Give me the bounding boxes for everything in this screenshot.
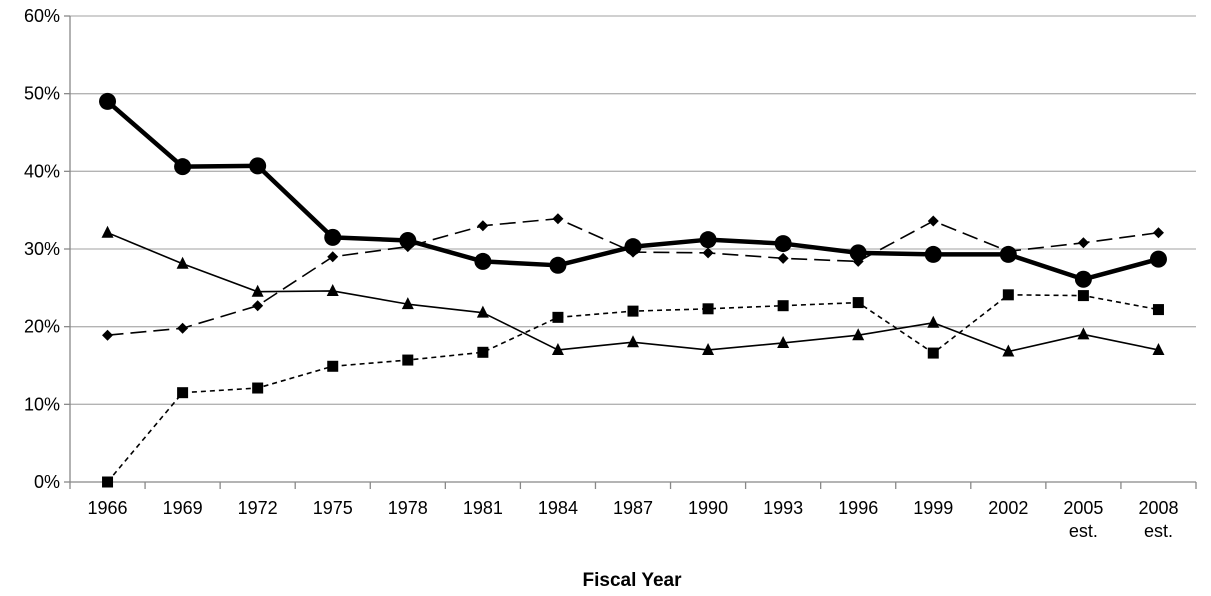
data-point-square: [402, 354, 414, 366]
x-tick-label: 1987: [613, 498, 653, 518]
axes: [64, 15, 1197, 489]
data-point-square: [552, 311, 564, 323]
data-point-diamond: [627, 246, 639, 258]
x-axis-tick-labels: 1966 1969 1972 1975 1978 1981 1984 1987 1990 1993…: [88, 498, 1179, 541]
data-point-square: [1152, 304, 1164, 316]
series-circle: [99, 92, 1167, 288]
data-point-triangle: [1077, 327, 1090, 340]
data-point-triangle: [627, 335, 639, 348]
data-point-circle: [1149, 250, 1167, 268]
x-tick-label: 1975: [313, 498, 353, 518]
data-point-circle: [174, 158, 192, 176]
data-point-diamond: [402, 241, 414, 253]
series-diamond: [102, 213, 1164, 341]
series-triangle: [101, 225, 1165, 357]
data-point-diamond: [102, 329, 114, 341]
data-point-circle: [249, 157, 267, 175]
data-point-triangle: [176, 256, 189, 269]
x-tick-label: 2008: [1138, 498, 1178, 518]
data-point-triangle: [927, 315, 940, 328]
data-point-circle: [849, 244, 867, 262]
x-tick-label: est.: [1144, 521, 1173, 541]
x-tick-label: 1993: [763, 498, 803, 518]
data-point-square: [1077, 290, 1089, 302]
data-point-diamond: [702, 247, 714, 259]
x-tick-label: 1990: [688, 498, 728, 518]
x-tick-label: 1972: [238, 498, 278, 518]
series-square: [102, 289, 1164, 488]
data-point-circle: [924, 245, 942, 263]
data-point-square: [252, 382, 264, 394]
y-tick-label: 40%: [24, 161, 60, 181]
data-point-circle: [99, 92, 117, 110]
data-point-triangle: [1002, 344, 1015, 357]
series-line-square: [106, 294, 1159, 483]
y-tick-label: 10%: [24, 394, 60, 414]
y-tick-label: 50%: [24, 84, 60, 104]
data-point-circle: [549, 256, 567, 274]
data-point-triangle: [401, 297, 414, 310]
series-layer: [99, 92, 1167, 488]
data-point-diamond: [1152, 227, 1164, 239]
x-tick-label: 2002: [988, 498, 1028, 518]
data-point-circle: [699, 231, 717, 249]
x-tick-label: 1969: [163, 498, 203, 518]
data-point-diamond: [777, 252, 789, 264]
data-point-diamond: [927, 215, 939, 227]
x-tick-label: 1984: [538, 498, 578, 518]
data-point-square: [102, 476, 114, 488]
x-axis-title: Fiscal Year: [583, 570, 683, 591]
data-point-circle: [324, 228, 342, 246]
data-point-square: [477, 346, 489, 358]
data-point-square: [777, 300, 789, 312]
x-tick-label: 1996: [838, 498, 878, 518]
data-point-square: [1002, 289, 1014, 301]
y-tick-label: 30%: [24, 239, 60, 259]
data-point-triangle: [551, 342, 564, 355]
data-point-triangle: [476, 305, 489, 318]
y-tick-label: 20%: [24, 317, 60, 337]
data-point-square: [327, 360, 339, 372]
data-point-diamond: [327, 251, 339, 263]
x-tick-label: 1981: [463, 498, 503, 518]
data-point-circle: [774, 235, 792, 253]
data-point-diamond: [552, 213, 564, 225]
data-point-triangle: [852, 328, 865, 341]
data-point-triangle: [1152, 342, 1165, 355]
data-point-square: [927, 347, 939, 359]
data-point-triangle: [702, 342, 715, 355]
y-tick-label: 60%: [24, 6, 60, 26]
data-point-diamond: [477, 220, 489, 232]
data-point-triangle: [101, 225, 114, 238]
series-line-diamond: [107, 217, 1159, 337]
x-tick-label: 1978: [388, 498, 428, 518]
x-tick-label: 1999: [913, 498, 953, 518]
x-tick-label: 1966: [88, 498, 128, 518]
data-point-triangle: [777, 335, 790, 348]
data-point-circle: [474, 252, 492, 270]
data-point-square: [852, 297, 864, 309]
data-point-triangle: [251, 284, 264, 297]
y-tick-label: 0%: [34, 472, 60, 492]
x-tick-label: est.: [1069, 521, 1098, 541]
data-point-square: [177, 387, 189, 399]
data-point-diamond: [1002, 245, 1014, 257]
data-point-circle: [1074, 270, 1092, 288]
data-point-triangle: [326, 283, 339, 296]
data-point-diamond: [852, 255, 864, 267]
data-point-diamond: [1077, 237, 1089, 249]
data-point-square: [627, 305, 639, 317]
x-tick-label: 2005: [1063, 498, 1103, 518]
data-point-diamond: [177, 322, 189, 334]
y-axis-tick-labels: 0% 10% 20% 30% 40% 50% 60%: [24, 6, 60, 492]
data-point-square: [702, 303, 714, 315]
data-point-diamond: [252, 300, 264, 312]
